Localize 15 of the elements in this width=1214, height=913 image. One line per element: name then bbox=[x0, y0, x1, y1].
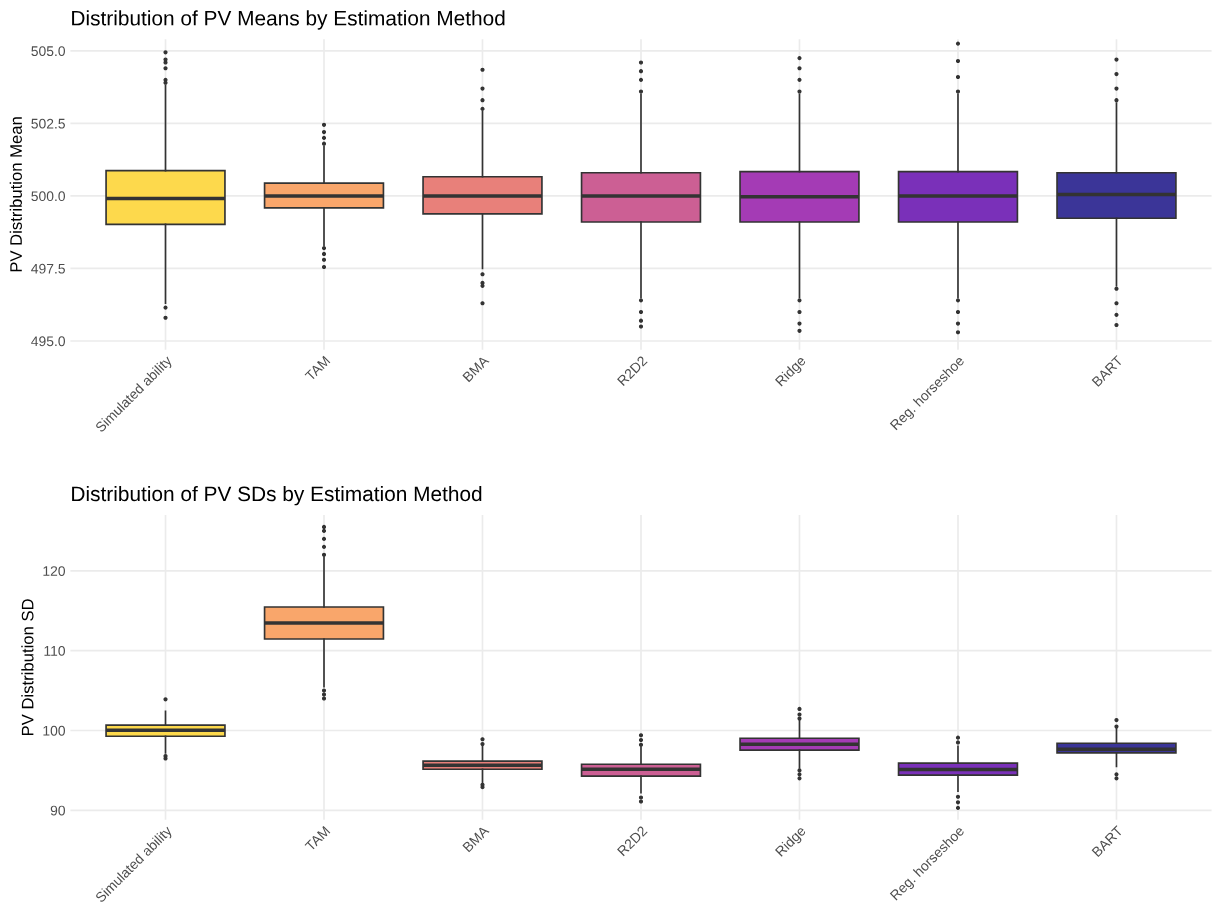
y-tick-label: 500.0 bbox=[31, 191, 66, 202]
y-axis-title: PV Distribution Mean bbox=[9, 117, 22, 272]
y-tick-label: 495.0 bbox=[31, 336, 66, 347]
x-tick-label: TAM bbox=[304, 825, 331, 852]
y-tick-label: 120 bbox=[43, 566, 66, 576]
y-tick-label: 90 bbox=[50, 805, 66, 816]
y-axis-title: PV Distribution SD bbox=[21, 599, 34, 736]
y-tick-label: 100 bbox=[43, 725, 66, 736]
chart-title: Distribution of PV SDs by Estimation Method bbox=[72, 485, 482, 506]
x-tick-label: TAM bbox=[304, 355, 331, 382]
y-tick-label: 502.5 bbox=[31, 118, 65, 129]
y-tick-label: 110 bbox=[44, 645, 66, 656]
y-tick-label: 497.5 bbox=[31, 263, 65, 274]
chart-title: Distribution of PV Means by Estimation Method bbox=[72, 10, 505, 30]
y-tick-label: 505.0 bbox=[31, 46, 66, 57]
